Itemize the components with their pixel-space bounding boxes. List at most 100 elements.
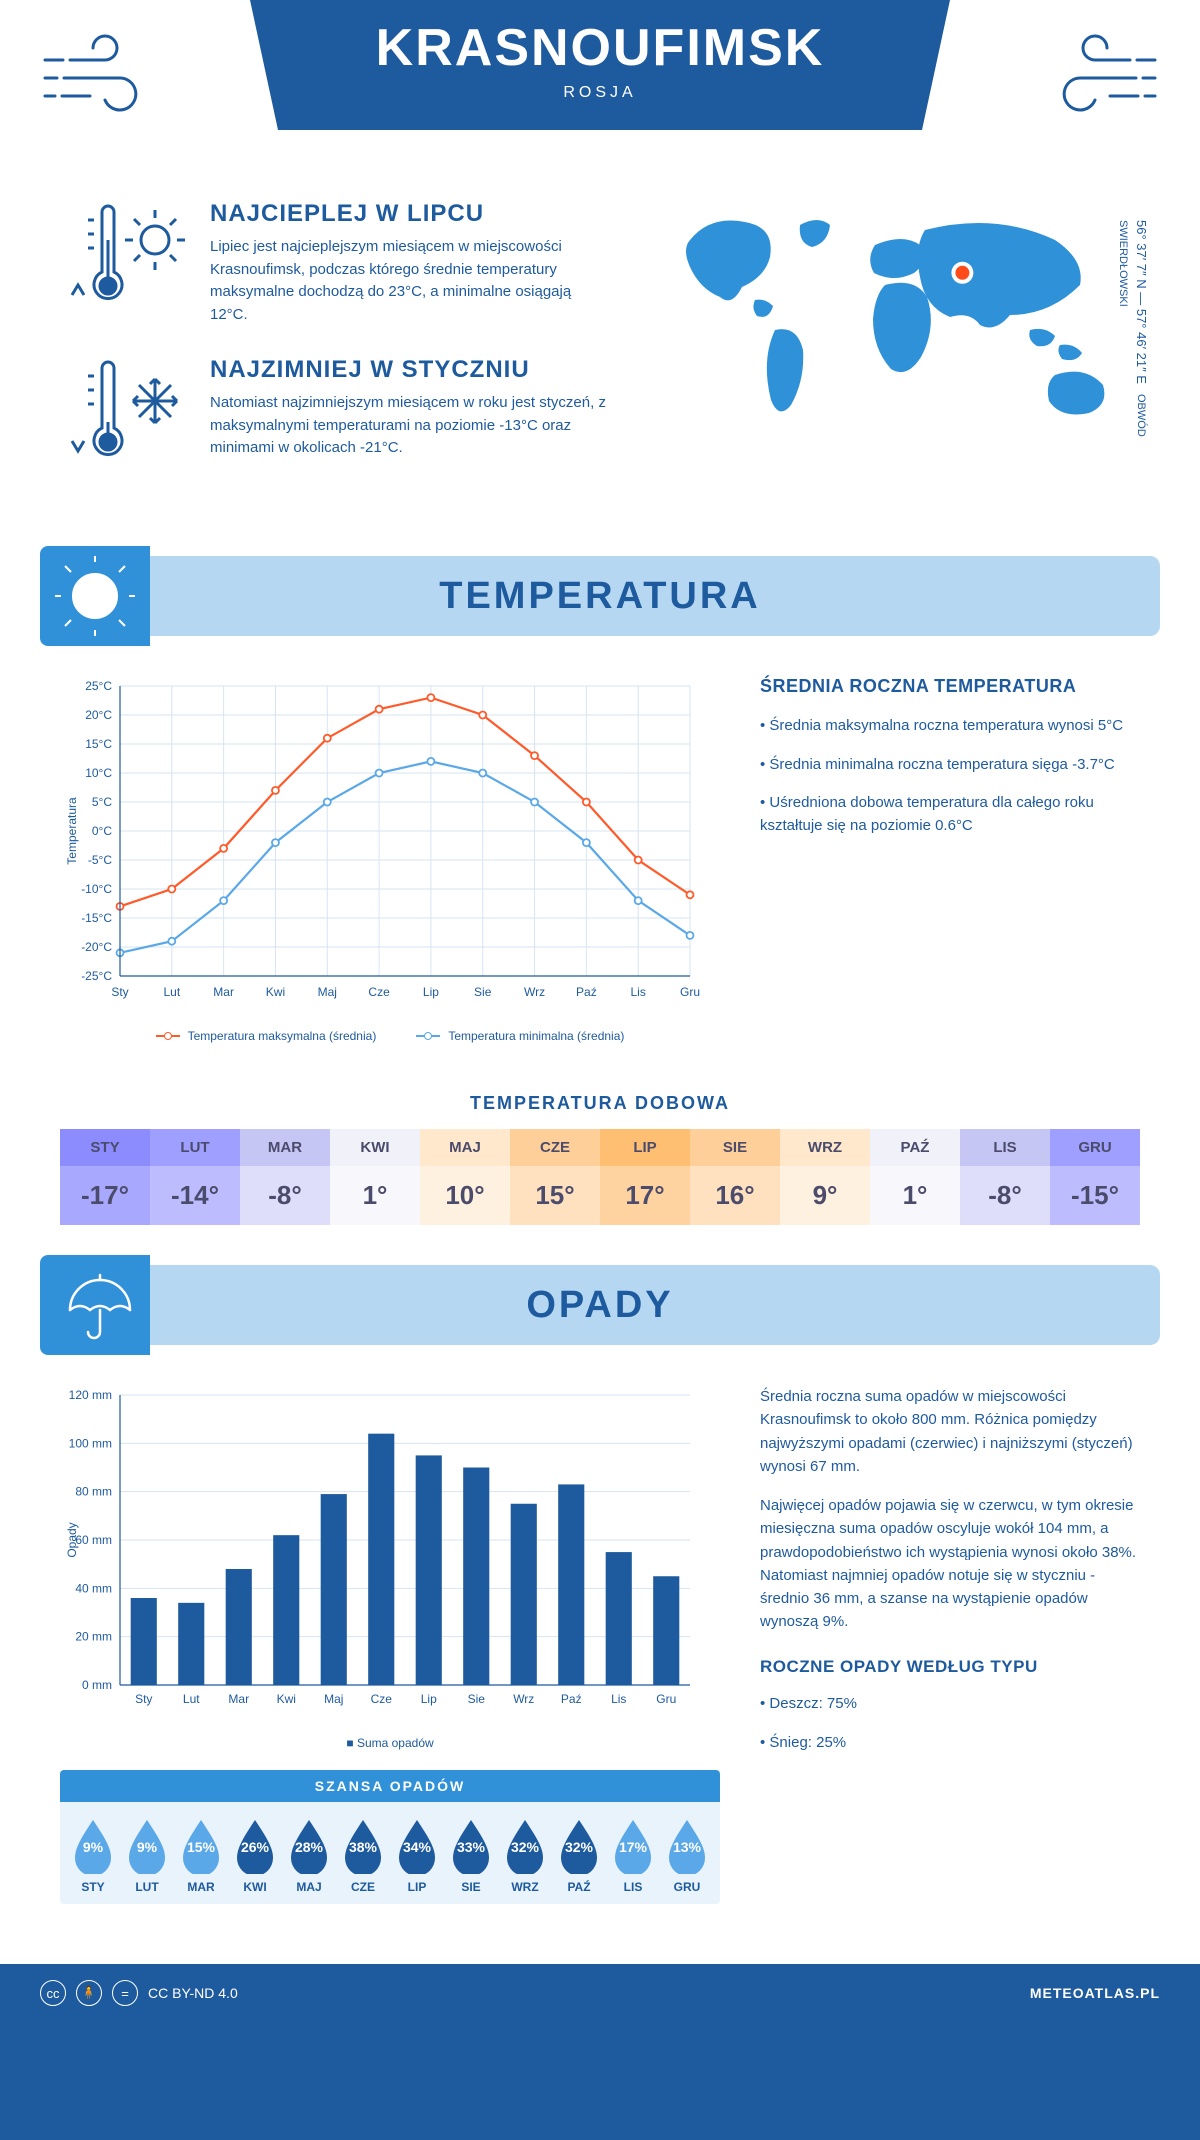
svg-text:-10°C: -10°C xyxy=(81,882,112,896)
svg-text:0 mm: 0 mm xyxy=(82,1678,112,1692)
city-name: KRASNOUFIMSK xyxy=(250,18,950,78)
temp-bullet-2: • Uśredniona dobowa temperatura dla całe… xyxy=(760,792,1140,837)
chance-value: 13% xyxy=(673,1839,701,1855)
precip-type-heading: ROCZNE OPADY WEDŁUG TYPU xyxy=(760,1654,1140,1680)
precip-para-1: Średnia roczna suma opadów w miejscowośc… xyxy=(760,1385,1140,1478)
svg-text:40 mm: 40 mm xyxy=(75,1581,112,1595)
chance-month: CZE xyxy=(336,1880,390,1894)
daily-cell: KWI 1° xyxy=(330,1129,420,1225)
temp-bullet-1: • Średnia minimalna roczna temperatura s… xyxy=(760,754,1140,777)
temperature-chart: -25°C-20°C-15°C-10°C-5°C0°C5°C10°C15°C20… xyxy=(60,676,720,1043)
daily-value: 9° xyxy=(780,1166,870,1225)
temperature-side: ŚREDNIA ROCZNA TEMPERATURA • Średnia mak… xyxy=(760,676,1140,1043)
chance-value: 26% xyxy=(241,1839,269,1855)
site-name: METEOATLAS.PL xyxy=(1030,1985,1160,2001)
chance-month: KWI xyxy=(228,1880,282,1894)
thermometer-snow-icon xyxy=(60,356,190,466)
svg-text:-20°C: -20°C xyxy=(81,940,112,954)
chance-wrap: SZANSA OPADÓW 9% STY 9% LUT 15% MAR 26% xyxy=(60,1770,720,1904)
svg-text:25°C: 25°C xyxy=(85,679,112,693)
legend-min: Temperatura minimalna (średnia) xyxy=(416,1029,624,1043)
country-name: ROSJA xyxy=(250,84,950,102)
svg-text:15°C: 15°C xyxy=(85,737,112,751)
svg-text:Gru: Gru xyxy=(680,985,700,999)
chance-value: 9% xyxy=(137,1839,157,1855)
drop-icon: 9% xyxy=(71,1818,115,1874)
chance-cell: 9% LUT xyxy=(120,1818,174,1894)
daily-value: 16° xyxy=(690,1166,780,1225)
chance-month: WRZ xyxy=(498,1880,552,1894)
svg-text:Gru: Gru xyxy=(656,1692,676,1706)
daily-month: MAJ xyxy=(420,1129,510,1166)
drop-icon: 26% xyxy=(233,1818,277,1874)
summary-row: NAJCIEPLEJ W LIPCU Lipiec jest najcieple… xyxy=(0,170,1200,536)
daily-month: GRU xyxy=(1050,1129,1140,1166)
legend-max: Temperatura maksymalna (średnia) xyxy=(156,1029,377,1043)
coords-value: 56° 37′ 7″ N — 57° 46′ 21″ E xyxy=(1134,220,1149,384)
daily-cell: LUT -14° xyxy=(150,1129,240,1225)
chance-cell: 9% STY xyxy=(66,1818,120,1894)
drop-icon: 33% xyxy=(449,1818,493,1874)
drop-icon: 17% xyxy=(611,1818,655,1874)
drop-icon: 34% xyxy=(395,1818,439,1874)
legend-min-label: Temperatura minimalna (średnia) xyxy=(448,1029,624,1043)
license-text: CC BY-ND 4.0 xyxy=(148,1985,238,2001)
sun-icon xyxy=(40,546,150,646)
svg-text:Paź: Paź xyxy=(561,1692,582,1706)
daily-cell: WRZ 9° xyxy=(780,1129,870,1225)
daily-cell: GRU -15° xyxy=(1050,1129,1140,1225)
map-column: 56° 37′ 7″ N — 57° 46′ 21″ E OBWÓD SWIER… xyxy=(660,200,1140,496)
daily-month: CZE xyxy=(510,1129,600,1166)
svg-text:Mar: Mar xyxy=(213,985,234,999)
wind-icon xyxy=(40,30,180,125)
precip-type-1: • Śnieg: 25% xyxy=(760,1731,1140,1754)
daily-value: -14° xyxy=(150,1166,240,1225)
svg-text:Lis: Lis xyxy=(631,985,646,999)
svg-text:0°C: 0°C xyxy=(92,824,112,838)
coordinates: 56° 37′ 7″ N — 57° 46′ 21″ E OBWÓD SWIER… xyxy=(1114,220,1150,496)
chance-cell: 15% MAR xyxy=(174,1818,228,1894)
license: cc 🧍 = CC BY-ND 4.0 xyxy=(40,1980,238,2006)
chance-month: SIE xyxy=(444,1880,498,1894)
title-banner: KRASNOUFIMSK ROSJA xyxy=(250,0,950,130)
svg-text:20 mm: 20 mm xyxy=(75,1630,112,1644)
summary-cold: NAJZIMNIEJ W STYCZNIU Natomiast najzimni… xyxy=(60,356,630,466)
daily-cell: LIP 17° xyxy=(600,1129,690,1225)
daily-month: LIS xyxy=(960,1129,1050,1166)
daily-cell: CZE 15° xyxy=(510,1129,600,1225)
summary-cold-title: NAJZIMNIEJ W STYCZNIU xyxy=(210,356,610,384)
precip-type-0: • Deszcz: 75% xyxy=(760,1692,1140,1715)
footer: cc 🧍 = CC BY-ND 4.0 METEOATLAS.PL xyxy=(0,1964,1200,2022)
precip-legend: Suma opadów xyxy=(60,1736,720,1750)
umbrella-icon xyxy=(40,1255,150,1355)
nd-icon: = xyxy=(112,1980,138,2006)
daily-cell: MAJ 10° xyxy=(420,1129,510,1225)
drop-icon: 32% xyxy=(503,1818,547,1874)
daily-month: SIE xyxy=(690,1129,780,1166)
svg-text:Sty: Sty xyxy=(135,1692,152,1706)
svg-text:Temperatura: Temperatura xyxy=(65,797,79,865)
daily-value: 1° xyxy=(870,1166,960,1225)
svg-text:80 mm: 80 mm xyxy=(75,1485,112,1499)
chance-month: GRU xyxy=(660,1880,714,1894)
svg-text:-25°C: -25°C xyxy=(81,969,112,983)
svg-text:60 mm: 60 mm xyxy=(75,1533,112,1547)
svg-text:Sie: Sie xyxy=(468,1692,486,1706)
chance-value: 38% xyxy=(349,1839,377,1855)
svg-text:10°C: 10°C xyxy=(85,766,112,780)
summary-warm-body: Lipiec jest najcieplejszym miesiącem w m… xyxy=(210,236,610,326)
svg-text:Kwi: Kwi xyxy=(266,985,285,999)
section-title: OPADY xyxy=(526,1284,673,1327)
legend-max-label: Temperatura maksymalna (średnia) xyxy=(188,1029,377,1043)
svg-text:120 mm: 120 mm xyxy=(69,1388,112,1402)
summary-cold-body: Natomiast najzimniejszym miesiącem w rok… xyxy=(210,392,610,460)
thermometer-sun-icon xyxy=(60,200,190,310)
chance-month: MAR xyxy=(174,1880,228,1894)
chance-month: MAJ xyxy=(282,1880,336,1894)
daily-cell: LIS -8° xyxy=(960,1129,1050,1225)
svg-text:Maj: Maj xyxy=(324,1692,343,1706)
daily-value: -15° xyxy=(1050,1166,1140,1225)
svg-text:Cze: Cze xyxy=(368,985,390,999)
precip-legend-label: Suma opadów xyxy=(346,1736,433,1750)
chance-cell: 38% CZE xyxy=(336,1818,390,1894)
